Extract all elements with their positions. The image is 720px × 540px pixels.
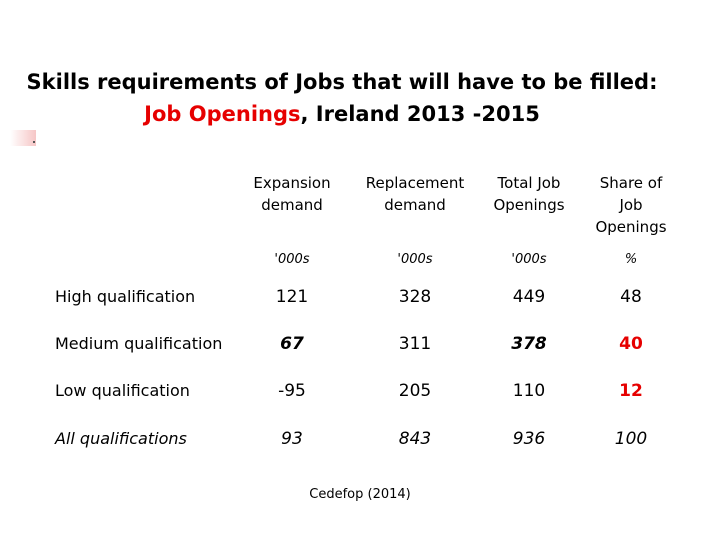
table-cell: 311 bbox=[398, 334, 432, 354]
table-cell: 328 bbox=[398, 287, 432, 307]
table-cell: 449 bbox=[512, 287, 546, 307]
row-label-high: High qualification bbox=[55, 287, 196, 306]
table-cell: 110 bbox=[512, 381, 546, 401]
row-label-low: Low qualification bbox=[55, 381, 190, 400]
header-share-of-job-openings: Share of Job Openings bbox=[595, 174, 667, 236]
decorative-dot bbox=[33, 141, 35, 143]
table-cell: 936 bbox=[512, 429, 546, 449]
unit-label: '000s bbox=[274, 252, 310, 267]
title-suffix: , Ireland 2013 -2015 bbox=[300, 102, 540, 126]
table-cell: 67 bbox=[280, 334, 304, 354]
page-title: Skills requirements of Jobs that will ha… bbox=[0, 66, 684, 130]
table-cell: 378 bbox=[511, 334, 547, 354]
table-cell: 100 bbox=[614, 429, 648, 449]
unit-label: % bbox=[624, 252, 638, 267]
table-cell-highlight: 40 bbox=[619, 334, 643, 354]
table-cell: -95 bbox=[278, 381, 306, 401]
decorative-gradient-bar bbox=[10, 130, 36, 146]
header-total-job-openings: Total Job Openings bbox=[493, 174, 565, 214]
table-cell: 121 bbox=[275, 287, 309, 307]
table-cell: 48 bbox=[620, 287, 642, 307]
title-highlight: Job Openings bbox=[144, 102, 301, 126]
table-cell: 93 bbox=[281, 429, 303, 449]
row-label-all: All qualifications bbox=[55, 429, 187, 448]
title-line-1: Skills requirements of Jobs that will ha… bbox=[26, 70, 658, 94]
source-note: Cedefop (2014) bbox=[309, 487, 411, 502]
title-line-2: Job Openings, Ireland 2013 -2015 bbox=[0, 98, 684, 130]
row-label-medium: Medium qualification bbox=[55, 334, 223, 353]
table-cell-highlight: 12 bbox=[619, 381, 643, 401]
table-cell: 843 bbox=[398, 429, 432, 449]
unit-label: '000s bbox=[397, 252, 433, 267]
header-expansion-demand: Expansion demand bbox=[253, 174, 331, 214]
header-replacement-demand: Replacement demand bbox=[365, 174, 465, 214]
unit-label: '000s bbox=[511, 252, 547, 267]
table-cell: 205 bbox=[398, 381, 432, 401]
